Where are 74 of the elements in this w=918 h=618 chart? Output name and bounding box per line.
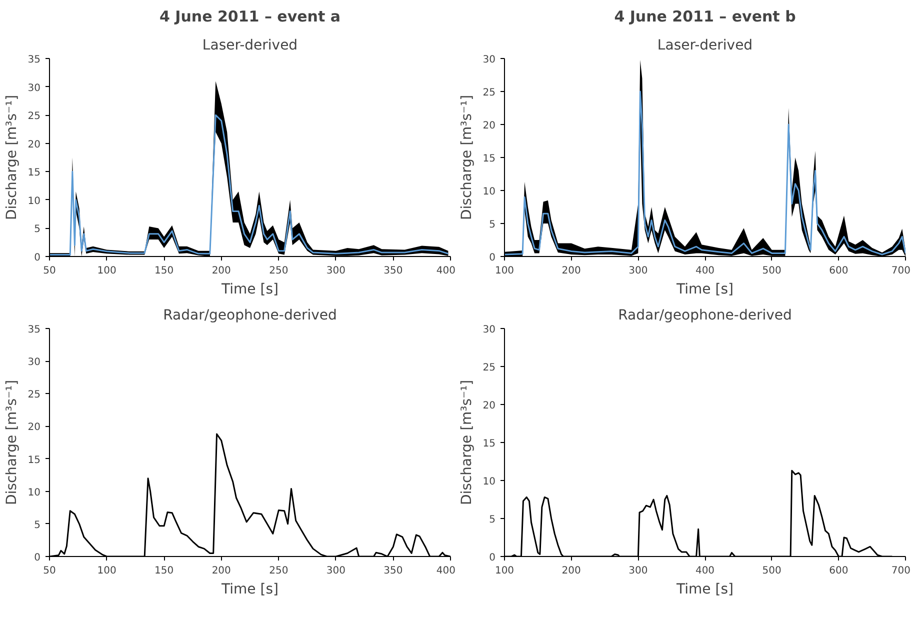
y-tick-label: 20	[28, 139, 41, 150]
y-tick-label: 5	[34, 224, 41, 236]
y-tick-label: 25	[28, 390, 41, 401]
x-tick-label: 400	[695, 266, 715, 276]
x-axis-title: Time [s]	[676, 282, 734, 298]
x-tick-label: 400	[436, 566, 456, 576]
y-axis-title: Discharge [m³s⁻¹]	[4, 94, 20, 220]
x-tick-label: 100	[494, 266, 514, 276]
y-tick-label: 25	[482, 88, 496, 98]
y-tick-label: 20	[482, 120, 496, 132]
x-tick-label: 300	[628, 266, 648, 276]
y-tick-label: 25	[28, 111, 41, 122]
chart-title: Radar/geophone-derived	[163, 308, 337, 324]
x-tick-label: 50	[43, 566, 56, 576]
y-axis-title: Discharge [m³s⁻¹]	[4, 380, 20, 506]
x-tick-label: 100	[97, 566, 116, 576]
y-tick-label: 10	[482, 186, 496, 198]
chart-title: 4 June 2011 – event a	[160, 8, 341, 26]
chart-title: 4 June 2011 – event b	[614, 8, 796, 26]
y-tick-label: 0	[489, 252, 496, 264]
x-tick-label: 150	[154, 266, 174, 276]
y-tick-label: 10	[482, 476, 496, 488]
x-tick-label: 600	[829, 266, 848, 276]
y-tick-label: 5	[34, 520, 41, 531]
y-tick-label: 20	[28, 422, 41, 434]
x-tick-label: 200	[212, 266, 231, 276]
y-tick-label: 10	[28, 487, 41, 498]
chart-subtitle: Laser-derived	[657, 38, 753, 54]
y-tick-label: 0	[489, 552, 496, 564]
y-tick-label: 15	[482, 438, 496, 450]
x-tick-label: 500	[762, 266, 782, 276]
x-tick-label: 600	[829, 566, 848, 576]
y-tick-label: 5	[489, 514, 496, 526]
x-tick-label: 100	[494, 566, 514, 576]
y-tick-label: 25	[482, 362, 496, 374]
x-tick-label: 700	[891, 566, 911, 576]
y-tick-label: 20	[482, 400, 496, 412]
y-tick-label: 15	[28, 168, 41, 179]
x-tick-label: 200	[562, 566, 581, 576]
x-tick-label: 350	[384, 266, 403, 276]
x-axis-title: Time [s]	[220, 582, 278, 598]
x-tick-label: 300	[326, 266, 346, 276]
y-tick-label: 30	[28, 82, 41, 94]
y-axis-title: Discharge [m³s⁻¹]	[458, 380, 475, 506]
x-tick-label: 150	[154, 566, 174, 576]
x-tick-label: 300	[628, 566, 648, 576]
y-tick-label: 30	[482, 324, 496, 336]
y-tick-label: 0	[34, 252, 41, 264]
chart-title: Radar/geophone-derived	[618, 308, 792, 324]
chart-subtitle: Laser-derived	[202, 38, 298, 54]
x-tick-label: 250	[269, 566, 288, 576]
x-tick-label: 500	[762, 566, 782, 576]
x-tick-label: 200	[562, 266, 581, 276]
x-axis-title: Time [s]	[676, 582, 734, 598]
x-tick-label: 300	[326, 566, 346, 576]
x-tick-label: 400	[695, 566, 715, 576]
y-tick-label: 30	[28, 357, 41, 368]
x-tick-label: 250	[269, 266, 288, 276]
y-axis-title: Discharge [m³s⁻¹]	[458, 94, 475, 220]
x-tick-label: 700	[891, 266, 911, 276]
y-tick-label: 30	[482, 54, 496, 66]
x-axis-title: Time [s]	[220, 282, 278, 298]
y-tick-label: 10	[28, 196, 41, 207]
x-tick-label: 100	[97, 266, 116, 276]
y-tick-label: 15	[482, 154, 496, 164]
y-tick-label: 0	[34, 552, 41, 564]
y-tick-label: 5	[489, 220, 496, 230]
x-tick-label: 350	[384, 566, 403, 576]
y-tick-label: 35	[28, 324, 41, 336]
y-tick-label: 35	[28, 54, 41, 66]
y-tick-label: 15	[28, 454, 41, 466]
x-tick-label: 400	[436, 266, 456, 276]
x-tick-label: 200	[212, 566, 231, 576]
x-tick-label: 50	[43, 266, 56, 276]
